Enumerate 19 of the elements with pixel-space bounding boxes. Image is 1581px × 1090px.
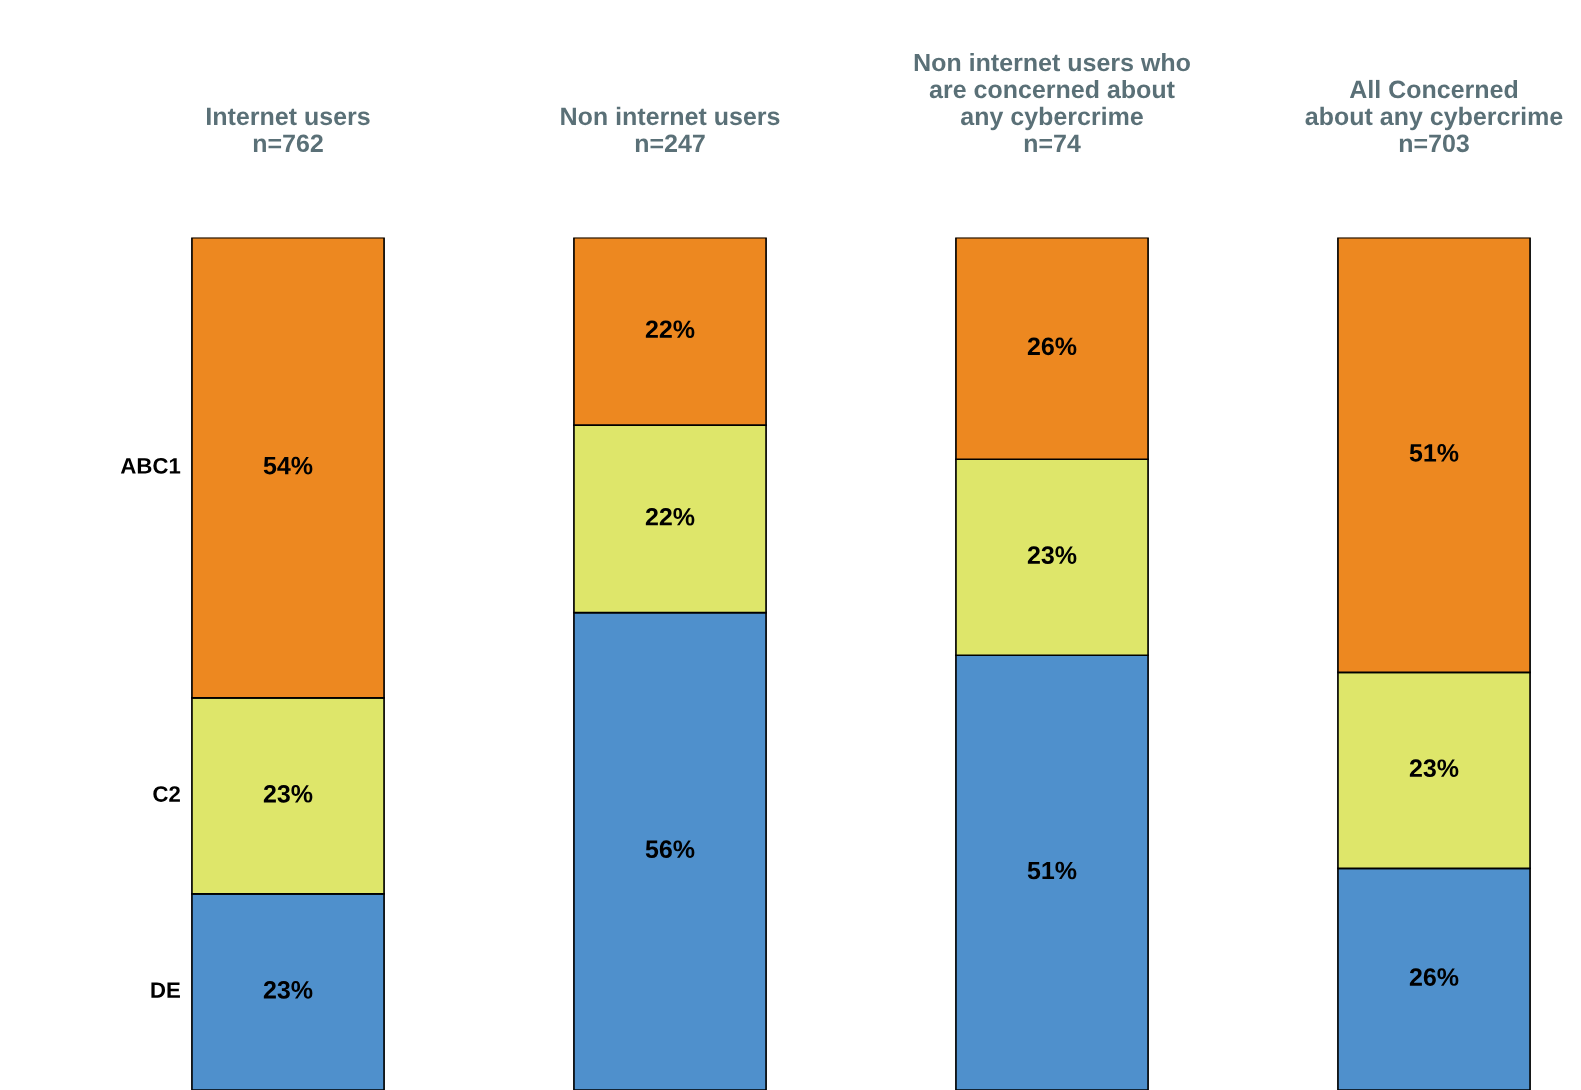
data-label: 22% (645, 320, 695, 339)
series-label: C2 (153, 786, 180, 802)
series-label: ABC1 (120, 457, 181, 474)
x-tick-label: Non internet users n=247 (561, 106, 780, 152)
x-tick-label: All Concerned about any cybercrime n=703 (1305, 79, 1563, 153)
data-label: 23% (1027, 546, 1077, 565)
data-label: 26% (1409, 968, 1459, 986)
x-tick-label: Non internet users who are concerned about any cybercrime n=74 (914, 52, 1190, 152)
data-label: 51% (1409, 444, 1459, 462)
data-label: 23% (263, 784, 313, 803)
data-label: 54% (263, 456, 313, 475)
data-label: 51% (1027, 861, 1077, 880)
data-label: 56% (645, 840, 695, 859)
data-label: 26% (1027, 337, 1077, 356)
data-label: 23% (263, 980, 313, 999)
series-label: DE (151, 982, 180, 998)
data-label: 23% (1409, 759, 1459, 778)
x-tick-label: Internet users n=762 (207, 107, 370, 153)
data-label: 22% (645, 507, 695, 526)
